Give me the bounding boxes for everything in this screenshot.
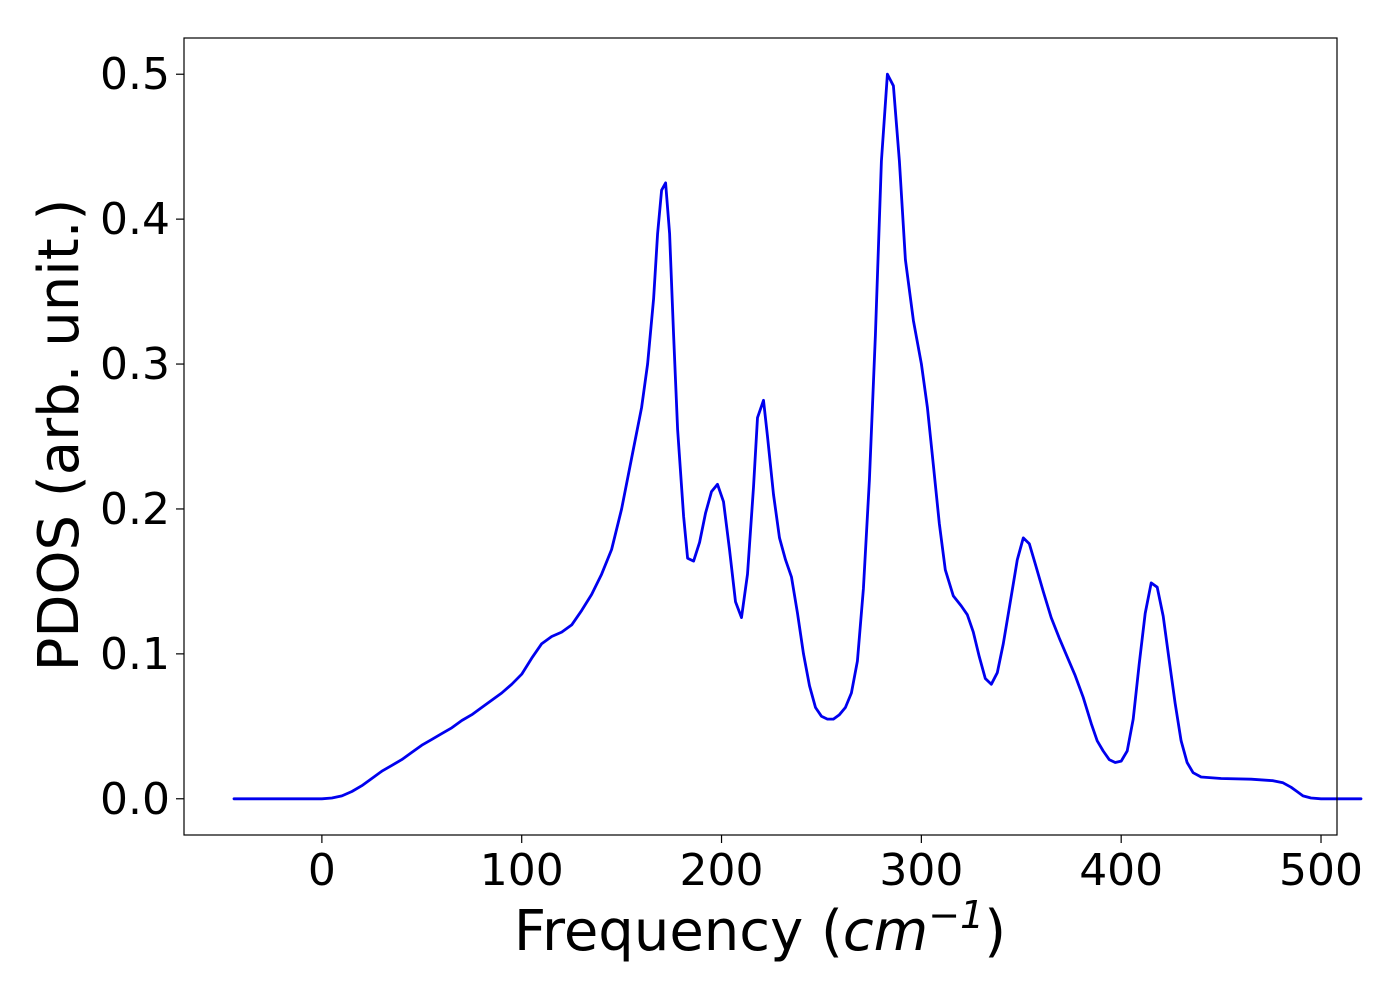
x-axis-label: Frequency (cm−1): [514, 893, 1006, 964]
x-axis-ticks: 0 100 200 300 400 500: [308, 835, 1363, 896]
y-tick-label: 0.5: [100, 49, 170, 100]
y-tick-label: 0.3: [100, 339, 170, 390]
y-axis-label: PDOS (arb. unit.): [27, 199, 92, 672]
x-axis-label-exponent: −1: [928, 893, 984, 937]
x-tick-label: 100: [480, 845, 564, 896]
x-tick-label: 200: [680, 845, 764, 896]
plot-area: [183, 37, 1363, 836]
x-tick-label: 0: [308, 845, 336, 896]
x-tick-label: 400: [1079, 845, 1163, 896]
plot-frame: [183, 37, 1338, 836]
y-tick-label: 0.0: [100, 774, 170, 825]
x-axis-label-suffix: ): [984, 899, 1006, 964]
x-axis-label-prefix: Frequency (: [514, 899, 843, 964]
x-axis-label-unit: cm: [843, 899, 928, 964]
x-tick-label: 300: [879, 845, 963, 896]
series-line-0: [232, 72, 1363, 801]
x-tick-label: 500: [1279, 845, 1363, 896]
y-tick-label: 0.4: [100, 194, 170, 245]
y-tick-label: 0.1: [100, 629, 170, 680]
y-tick-label: 0.2: [100, 484, 170, 535]
y-axis-ticks: 0.0 0.1 0.2 0.3 0.4 0.5: [100, 49, 184, 825]
